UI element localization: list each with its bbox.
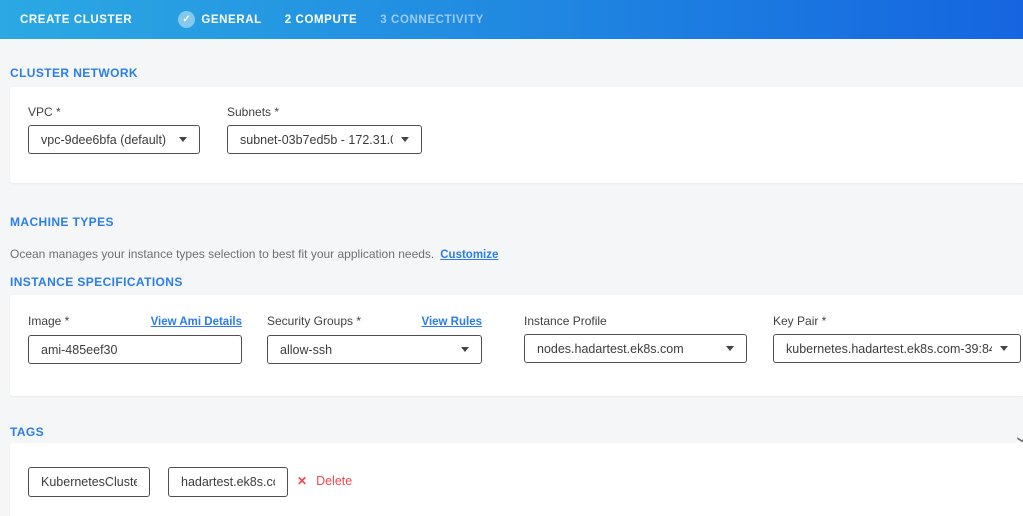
subnets-value: subnet-03b7ed5b - 172.31.0.0/20 ... (240, 132, 393, 147)
tag-value-input[interactable] (168, 467, 288, 497)
tags-heading: TAGS (10, 425, 45, 439)
wizard-steps: ✓ GENERAL 2 COMPUTE 3 CONNECTIVITY (155, 11, 484, 28)
security-groups-label: Security Groups * (267, 314, 362, 328)
key-pair-label: Key Pair * (773, 314, 827, 328)
instance-profile-select[interactable]: nodes.hadartest.ek8s.com (524, 334, 747, 363)
tab-compute-label: 2 COMPUTE (284, 13, 358, 26)
image-field: Image * View Ami Details (28, 315, 242, 364)
delete-x-icon: ✕ (297, 474, 308, 488)
vpc-select[interactable]: vpc-9dee6bfa (default) (28, 125, 200, 154)
chevron-down-icon (461, 347, 469, 352)
machine-types-description: Ocean manages your instance types select… (10, 247, 435, 261)
chevron-down-icon (401, 137, 409, 142)
customize-link[interactable]: Customize (440, 249, 499, 261)
tags-card: ✕ Delete (10, 443, 1023, 516)
tag-value-field (168, 467, 288, 497)
subnets-field: Subnets * subnet-03b7ed5b - 172.31.0.0/2… (227, 106, 422, 154)
instance-profile-field: Instance Profile nodes.hadartest.ek8s.co… (524, 315, 747, 363)
delete-tag-label: Delete (316, 474, 353, 488)
subnets-label: Subnets * (227, 105, 280, 119)
tag-key-input[interactable] (28, 467, 150, 497)
instance-profile-label: Instance Profile (524, 314, 607, 328)
view-ami-details-link[interactable]: View Ami Details (150, 316, 242, 328)
security-groups-select[interactable]: allow-ssh (267, 335, 482, 364)
tag-key-field (28, 467, 150, 497)
tab-compute[interactable]: 2 COMPUTE (285, 14, 358, 26)
machine-types-heading: MACHINE TYPES (10, 215, 114, 229)
security-groups-field: Security Groups * View Rules allow-ssh (267, 315, 482, 364)
cluster-network-card: VPC * vpc-9dee6bfa (default) Subnets * s… (10, 87, 1023, 183)
tab-general[interactable]: ✓ GENERAL (178, 11, 261, 28)
wizard-header: CREATE CLUSTER ✓ GENERAL 2 COMPUTE 3 CON… (0, 0, 1023, 39)
instance-profile-value: nodes.hadartest.ek8s.com (537, 341, 684, 356)
tab-connectivity-label: 3 CONNECTIVITY (380, 13, 484, 26)
key-pair-select[interactable]: kubernetes.hadartest.ek8s.com-39:84:a5:9… (773, 334, 1021, 363)
page-title: CREATE CLUSTER (20, 13, 133, 26)
cluster-network-heading: CLUSTER NETWORK (10, 66, 138, 80)
check-icon: ✓ (178, 11, 196, 28)
view-rules-link[interactable]: View Rules (421, 316, 482, 328)
tab-general-label: GENERAL (201, 13, 262, 26)
security-groups-value: allow-ssh (280, 342, 333, 357)
key-pair-field: Key Pair * kubernetes.hadartest.ek8s.com… (773, 315, 1021, 363)
delete-tag-button[interactable]: ✕ Delete (297, 474, 352, 488)
vpc-value: vpc-9dee6bfa (default) (41, 132, 167, 147)
tab-connectivity[interactable]: 3 CONNECTIVITY (380, 14, 484, 26)
chevron-down-icon (179, 137, 187, 142)
instance-specifications-heading: INSTANCE SPECIFICATIONS (10, 275, 183, 289)
instance-specifications-card: Image * View Ami Details Security Groups… (10, 295, 1023, 396)
chevron-down-icon (726, 346, 734, 351)
key-pair-value: kubernetes.hadartest.ek8s.com-39:84:a5:9… (786, 341, 992, 356)
chevron-down-icon (1000, 346, 1008, 351)
vpc-label: VPC * (28, 105, 61, 119)
machine-types-description-row: Ocean manages your instance types select… (10, 247, 498, 261)
image-label: Image * (28, 314, 70, 328)
vpc-field: VPC * vpc-9dee6bfa (default) (28, 106, 200, 154)
image-input[interactable] (28, 335, 242, 364)
subnets-select[interactable]: subnet-03b7ed5b - 172.31.0.0/20 ... (227, 125, 422, 154)
